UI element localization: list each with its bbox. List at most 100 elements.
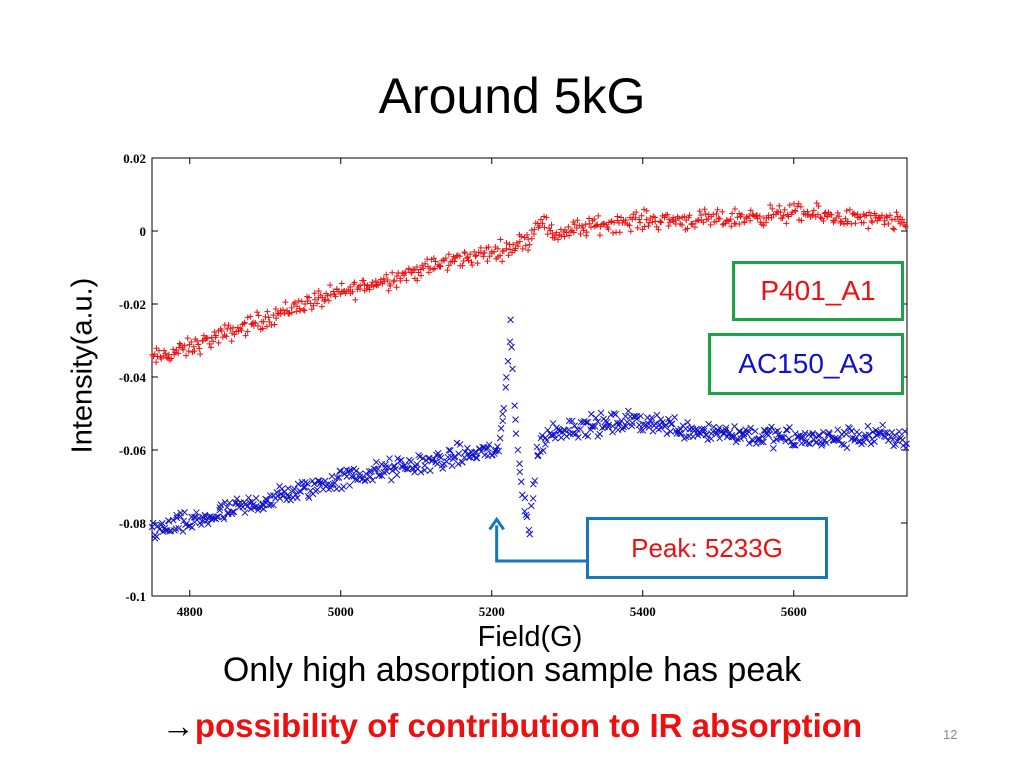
data-point	[769, 205, 776, 212]
data-point	[519, 245, 526, 252]
data-point	[179, 528, 187, 535]
data-point	[887, 212, 894, 219]
data-point	[328, 472, 336, 480]
data-point	[707, 221, 714, 228]
data-point	[300, 306, 307, 313]
data-point	[901, 428, 909, 435]
data-point	[551, 434, 559, 442]
data-point	[321, 477, 329, 485]
data-point	[676, 215, 683, 222]
data-point	[609, 230, 616, 237]
data-point	[792, 442, 799, 449]
data-point	[583, 229, 590, 236]
y-tick-label: -0.02	[119, 297, 146, 312]
data-point	[155, 347, 162, 354]
data-point	[668, 420, 676, 428]
data-point	[467, 251, 474, 258]
data-point	[595, 212, 602, 219]
data-point	[177, 341, 184, 348]
data-point	[662, 421, 670, 429]
data-point	[705, 216, 712, 223]
data-point	[757, 438, 765, 446]
data-point	[511, 402, 518, 409]
data-point	[731, 220, 738, 227]
data-point	[445, 251, 452, 258]
data-point	[190, 343, 197, 350]
data-point	[584, 432, 592, 440]
data-point	[372, 465, 379, 473]
data-point	[485, 441, 493, 449]
data-point	[247, 313, 254, 320]
data-point	[792, 208, 799, 215]
data-point	[633, 415, 641, 423]
data-point	[481, 249, 488, 256]
legend-label-p401: P401_A1	[760, 275, 876, 306]
data-point	[894, 213, 901, 220]
data-point	[216, 506, 224, 514]
peak-arrow-head	[488, 516, 505, 531]
data-point	[230, 508, 238, 516]
slide-title: Around 5kG	[378, 68, 646, 124]
data-point	[760, 438, 767, 446]
data-point	[252, 494, 260, 502]
data-point	[705, 420, 713, 428]
data-point	[456, 441, 464, 448]
data-point	[571, 221, 578, 228]
data-point	[777, 209, 784, 216]
data-point	[404, 465, 412, 473]
data-point	[768, 423, 775, 431]
data-point	[176, 340, 183, 347]
data-point	[834, 209, 841, 216]
data-point	[479, 443, 487, 451]
data-point	[386, 455, 393, 462]
data-point	[338, 280, 345, 287]
data-point	[294, 480, 302, 488]
data-point	[528, 235, 535, 242]
data-point	[277, 311, 284, 318]
data-point	[852, 220, 859, 227]
data-point	[357, 282, 364, 289]
data-point	[728, 433, 736, 441]
data-point	[211, 329, 218, 336]
data-point	[156, 526, 163, 533]
data-point	[570, 229, 577, 236]
data-point	[634, 224, 641, 231]
data-point	[472, 253, 479, 260]
data-point	[805, 440, 812, 447]
data-point	[893, 437, 901, 445]
data-point	[565, 417, 573, 425]
data-point	[558, 233, 565, 240]
data-point	[304, 492, 312, 500]
data-point	[313, 486, 321, 494]
data-point	[782, 437, 789, 445]
data-point	[291, 485, 298, 493]
data-point	[883, 213, 890, 220]
data-point	[701, 206, 708, 213]
data-point	[843, 444, 851, 452]
data-point	[821, 210, 828, 217]
data-point	[855, 430, 863, 438]
data-point	[384, 276, 391, 283]
x-tick-label: 4800	[177, 604, 203, 619]
data-point	[260, 318, 267, 325]
data-point	[522, 242, 529, 249]
data-point	[411, 267, 418, 274]
data-point	[836, 213, 843, 220]
data-point	[815, 431, 823, 439]
data-point	[191, 348, 198, 355]
data-point	[544, 426, 552, 434]
data-point	[304, 480, 311, 487]
data-point	[889, 436, 897, 443]
data-point	[722, 426, 729, 434]
data-point	[800, 433, 807, 440]
data-point	[254, 309, 261, 316]
data-point	[565, 223, 572, 230]
data-point	[860, 219, 867, 226]
data-point	[512, 416, 519, 424]
data-point	[270, 501, 277, 509]
data-point	[798, 217, 805, 224]
data-point	[172, 525, 180, 532]
data-point	[306, 294, 313, 301]
data-point	[795, 217, 802, 224]
data-point	[180, 346, 187, 353]
